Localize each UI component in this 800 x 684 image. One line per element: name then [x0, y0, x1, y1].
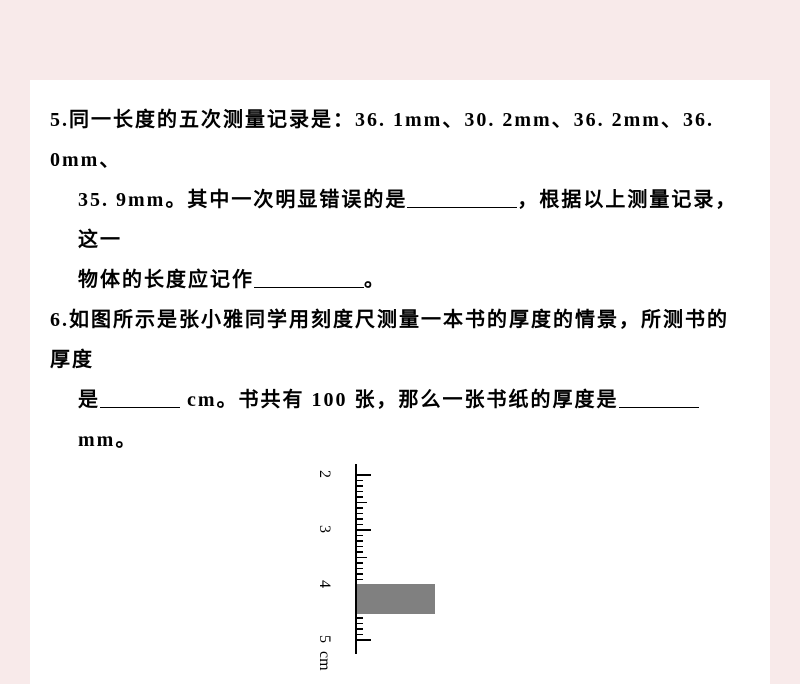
ruler-label: 2 [315, 470, 333, 478]
ruler-tick [355, 551, 363, 553]
q6-blank2 [619, 387, 699, 408]
ruler-tick [355, 524, 363, 526]
q5-blank2 [254, 267, 364, 288]
ruler-baseline [355, 464, 357, 654]
ruler-tick [355, 568, 363, 570]
q6-blank1 [100, 387, 180, 408]
ruler-tick [355, 502, 367, 504]
ruler-tick [355, 562, 363, 564]
ruler-tick [355, 507, 363, 509]
q5-text3b: 。 [364, 269, 386, 291]
q6-text2c: mm。 [78, 429, 137, 451]
ruler-tick [355, 579, 363, 581]
exercise-page: 5.同一长度的五次测量记录是：36. 1mm、30. 2mm、36. 2mm、3… [30, 80, 770, 684]
ruler-tick [355, 485, 363, 487]
q6-number: 6. [50, 309, 69, 331]
ruler-tick [355, 496, 363, 498]
ruler-tick [355, 529, 371, 531]
ruler-figure: 2345cm [325, 464, 475, 654]
q6-text1: 如图所示是张小雅同学用刻度尺测量一本书的厚度的情景，所测书的厚度 [50, 309, 729, 371]
ruler-unit: cm [315, 651, 333, 671]
ruler-tick [355, 639, 371, 641]
ruler-tick [355, 513, 363, 515]
ruler-tick [355, 540, 363, 542]
ruler-tick [355, 573, 363, 575]
ruler-tick [355, 546, 363, 548]
q6-line1: 6.如图所示是张小雅同学用刻度尺测量一本书的厚度的情景，所测书的厚度 [50, 300, 750, 380]
q5-line2: 35. 9mm。其中一次明显错误的是，根据以上测量记录，这一 [50, 180, 750, 260]
ruler-tick [355, 617, 363, 619]
ruler-tick [355, 491, 363, 493]
q5-blank1 [407, 187, 517, 208]
q5-text1: 同一长度的五次测量记录是：36. 1mm、30. 2mm、36. 2mm、36.… [50, 109, 714, 171]
ruler-label: 4 [315, 580, 333, 588]
figure-container: 2345cm [50, 464, 750, 654]
q6-text2a: 是 [78, 389, 100, 411]
ruler-tick [355, 557, 367, 559]
q5-line3: 物体的长度应记作 。 [50, 260, 750, 300]
book-rect [357, 584, 435, 614]
ruler-tick [355, 474, 371, 476]
ruler-tick [355, 518, 363, 520]
ruler-label: 3 [315, 525, 333, 533]
q6-text2b: cm。书共有 100 张，那么一张书纸的厚度是 [180, 389, 619, 411]
ruler-tick [355, 628, 363, 630]
ruler-tick [355, 634, 363, 636]
ruler-tick [355, 535, 363, 537]
q6-line2: 是 cm。书共有 100 张，那么一张书纸的厚度是 mm。 [50, 380, 750, 460]
q5-text3a: 物体的长度应记作 [78, 269, 254, 291]
ruler-tick [355, 623, 363, 625]
ruler-label: 5 [315, 635, 333, 643]
q5-number: 5. [50, 109, 69, 131]
ruler-tick [355, 480, 363, 482]
q5-line1: 5.同一长度的五次测量记录是：36. 1mm、30. 2mm、36. 2mm、3… [50, 100, 750, 180]
q5-text2a: 35. 9mm。其中一次明显错误的是 [78, 189, 407, 211]
